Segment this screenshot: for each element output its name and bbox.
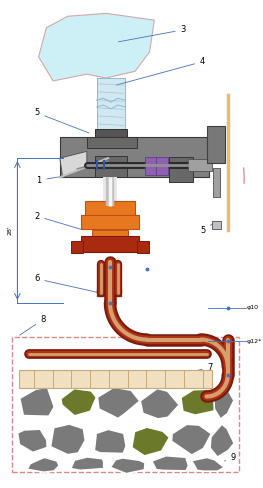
Text: 9: 9 xyxy=(225,453,236,462)
Polygon shape xyxy=(39,13,154,81)
Bar xyxy=(81,236,139,252)
Text: φ10: φ10 xyxy=(247,305,259,310)
Polygon shape xyxy=(110,458,145,474)
Polygon shape xyxy=(27,457,59,472)
Bar xyxy=(87,137,137,148)
Text: 4: 4 xyxy=(117,57,205,85)
Text: 2: 2 xyxy=(34,211,82,230)
Polygon shape xyxy=(140,388,179,419)
Text: 7: 7 xyxy=(196,363,213,372)
Text: φ12*: φ12* xyxy=(247,339,262,344)
Polygon shape xyxy=(18,429,47,452)
Polygon shape xyxy=(181,389,220,415)
Text: 5: 5 xyxy=(34,108,89,133)
Text: 8: 8 xyxy=(20,315,46,335)
Polygon shape xyxy=(94,429,126,453)
Bar xyxy=(95,156,127,178)
Bar xyxy=(97,78,125,134)
Bar xyxy=(72,241,83,253)
Bar xyxy=(60,137,209,178)
Bar xyxy=(145,157,156,175)
Bar xyxy=(156,157,168,175)
Text: 5: 5 xyxy=(200,223,215,235)
Bar xyxy=(92,230,128,240)
Polygon shape xyxy=(71,457,104,470)
Bar xyxy=(208,126,225,163)
Text: 6: 6 xyxy=(34,274,99,293)
Bar xyxy=(137,241,149,253)
Bar xyxy=(212,221,221,228)
Bar xyxy=(12,337,239,472)
Text: 3: 3 xyxy=(119,25,186,42)
Text: 28': 28' xyxy=(7,225,12,235)
Polygon shape xyxy=(20,387,54,416)
Text: 1: 1 xyxy=(36,171,94,185)
Polygon shape xyxy=(210,424,234,457)
Bar xyxy=(85,201,135,216)
Polygon shape xyxy=(192,457,224,471)
Polygon shape xyxy=(214,388,234,419)
Polygon shape xyxy=(98,387,140,419)
Polygon shape xyxy=(152,456,189,471)
Polygon shape xyxy=(171,424,211,455)
Bar xyxy=(169,157,193,182)
Polygon shape xyxy=(61,388,97,416)
Bar xyxy=(188,159,212,171)
Polygon shape xyxy=(60,151,87,178)
Bar xyxy=(95,129,127,145)
Polygon shape xyxy=(132,427,169,456)
Bar xyxy=(81,215,139,228)
Polygon shape xyxy=(50,424,85,455)
Bar xyxy=(19,370,212,388)
Bar xyxy=(213,168,220,197)
